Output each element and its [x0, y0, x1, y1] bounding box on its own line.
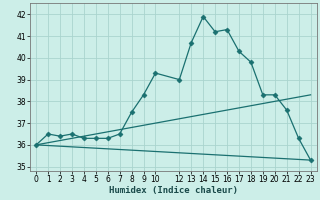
- X-axis label: Humidex (Indice chaleur): Humidex (Indice chaleur): [109, 186, 238, 195]
